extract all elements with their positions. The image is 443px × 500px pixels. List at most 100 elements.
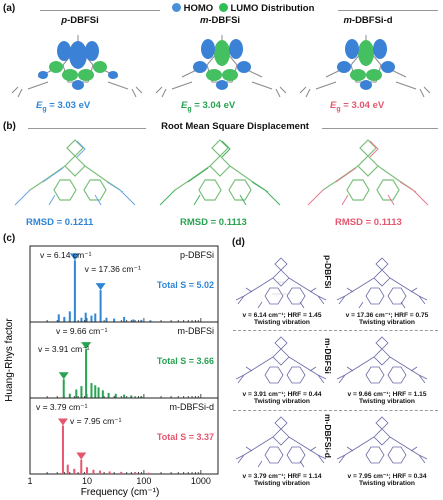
hr-bar — [62, 379, 65, 398]
chart-ylabel: Huang-Rhys factor — [4, 318, 15, 402]
hr-bar — [108, 471, 111, 474]
orbital-legend: HOMO LUMO Distribution — [172, 3, 314, 14]
chart-annotation: v = 3.79 cm⁻¹ — [36, 402, 88, 412]
panel-b-title: Root Mean Square Displacement — [161, 121, 309, 132]
chart-x-tick-label: 1 — [27, 476, 32, 486]
panel-a-label: (a) — [3, 3, 16, 14]
peak-marker-icon — [58, 372, 69, 380]
vib-mode-m-left: Twisting vibration — [254, 398, 310, 405]
chart-panel-frame — [29, 397, 219, 475]
series-total: Total S = 5.02 — [157, 280, 214, 290]
vib-freq-m-left: v = 3.91 cm⁻¹; HRF = 0.44 — [242, 391, 322, 398]
hr-bar — [85, 349, 88, 398]
lumo-legend-label: LUMO — [230, 3, 259, 14]
panel-a-rule-left — [40, 10, 160, 11]
hr-bar — [113, 318, 116, 322]
vib-mode-p-left: Twisting vibration — [254, 319, 310, 326]
vibration-image-m-left — [235, 336, 327, 384]
series-name: m-DBFSi — [178, 326, 215, 336]
vibration-image-md-right — [336, 416, 428, 464]
panel-d-label: (d) — [232, 237, 245, 248]
mol-orbital-image-1 — [11, 35, 143, 98]
chart-annotation: v = 7.95 cm⁻¹ — [70, 416, 122, 426]
row-divider-1 — [233, 330, 438, 331]
row-label-m-dbfsi: m-DBFSi — [323, 338, 333, 374]
vibration-image-m-right — [336, 336, 428, 384]
eg-label-3: Eg = 3.04 eV — [330, 100, 385, 113]
legend-suffix: Distribution — [261, 3, 315, 14]
hr-bar — [92, 469, 95, 474]
rmsd-value-1: RMSD = 0.1211 — [26, 217, 94, 228]
peak-marker-icon — [95, 283, 106, 291]
huang-rhys-chart: Huang-Rhys factor Frequency (cm⁻¹) p-DBF… — [4, 245, 219, 498]
hr-bar — [99, 470, 102, 474]
hr-bar — [80, 386, 83, 398]
hr-bar — [63, 316, 66, 322]
hr-bar — [147, 472, 150, 474]
hr-bar — [90, 315, 93, 322]
chart-annotation: v = 17.36 cm⁻¹ — [85, 264, 141, 274]
hr-bar — [80, 459, 83, 474]
row-label-m-dbfsi-d: m-DBFSi-d — [323, 414, 333, 458]
series-total: Total S = 3.66 — [157, 356, 214, 366]
hr-bar — [114, 393, 117, 398]
row-label-p-dbfsi: p-DBFSi — [323, 255, 333, 289]
panel-a-rule-right — [338, 10, 438, 11]
row-divider-2 — [233, 410, 438, 411]
hr-bar — [101, 390, 104, 398]
eg-label-2: Eg = 3.04 eV — [181, 100, 236, 113]
rmsd-value-2: RMSD = 0.1113 — [180, 217, 247, 228]
rmsd-structure-image-2 — [159, 139, 281, 206]
chart-x-tick-label: 10 — [82, 476, 92, 486]
hr-bar — [120, 471, 123, 474]
eg-label-1: Eg = 3.03 eV — [36, 100, 91, 113]
lumo-dot-icon — [218, 3, 228, 12]
chart-x-tick-label: 100 — [136, 476, 151, 486]
hr-bar — [75, 389, 78, 398]
peak-marker-icon — [57, 418, 68, 426]
mol-title-2: m-DBFSi — [199, 15, 241, 26]
hr-bar — [134, 472, 137, 474]
hr-bar — [149, 320, 152, 322]
panel-c-label: (c) — [3, 233, 16, 244]
hr-bar — [68, 393, 71, 398]
hr-bar — [105, 317, 108, 322]
chart-annotation: v = 6.14 cm⁻¹ — [40, 250, 92, 260]
vibration-image-p-right — [336, 257, 428, 309]
series-name: m-DBFSi-d — [170, 402, 215, 412]
rmsd-structure-image-1 — [14, 139, 136, 206]
panel-b-rule-right — [322, 128, 438, 129]
hr-bar — [80, 317, 83, 322]
hr-bar — [73, 468, 76, 474]
chart-annotation: v = 9.66 cm⁻¹ — [56, 326, 108, 336]
hr-bar — [107, 392, 110, 398]
homo-legend-label: HOMO — [183, 3, 214, 14]
mol-title-1: p-DBFSi — [61, 15, 99, 26]
hr-bar — [140, 319, 143, 322]
hr-bar — [61, 425, 64, 474]
homo-dot-icon — [172, 3, 181, 12]
vib-mode-p-right: Twisting vibration — [359, 319, 415, 326]
hr-bar — [99, 290, 102, 322]
hr-bar — [90, 383, 93, 398]
hr-bar — [73, 260, 76, 322]
hr-bar — [66, 464, 69, 474]
vib-freq-md-left: v = 3.79 cm⁻¹; HRF = 1.14 — [242, 473, 322, 480]
vib-freq-p-left: v = 6.14 cm⁻¹; HRF = 1.45 — [242, 312, 322, 319]
peak-marker-icon — [76, 452, 87, 460]
chart-x-tick-label: 1000 — [191, 476, 211, 486]
vib-freq-md-right: v = 7.95 cm⁻¹; HRF = 0.34 — [347, 473, 427, 480]
vibration-image-md-left — [235, 416, 327, 468]
hr-bar — [68, 311, 71, 322]
vib-mode-md-right: Twisting vibration — [359, 480, 415, 487]
rmsd-structure-image-3 — [307, 139, 429, 206]
hr-bar — [85, 467, 88, 474]
hr-bar — [140, 396, 143, 398]
chart-annotation: v = 3.91 cm⁻¹ — [38, 344, 90, 354]
vibration-image-p-left — [235, 257, 327, 309]
panel-b-rule-left — [28, 128, 146, 129]
series-total: Total S = 3.37 — [157, 432, 214, 442]
rmsd-value-3: RMSD = 0.1113 — [335, 217, 402, 228]
hr-bar — [97, 387, 100, 398]
mol-orbital-image-3 — [299, 35, 431, 98]
